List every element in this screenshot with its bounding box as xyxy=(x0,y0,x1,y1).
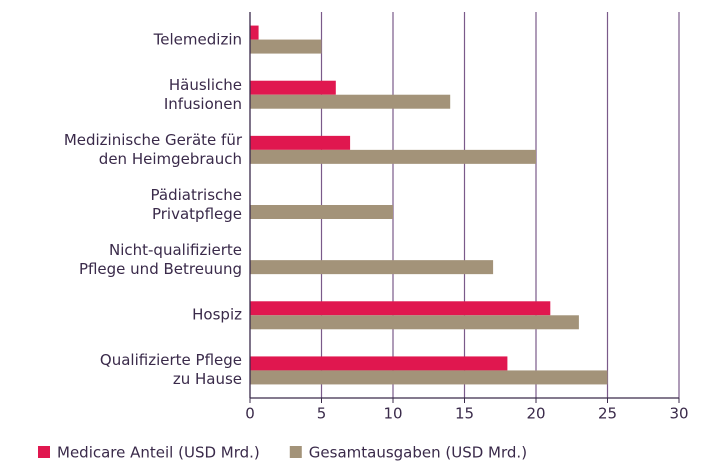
x-tick-label: 10 xyxy=(383,405,402,423)
y-tick-label: Telemedizin xyxy=(153,30,242,49)
y-tick-label: Pädiatrische Privatpflege xyxy=(150,186,242,223)
x-tick-label: 0 xyxy=(245,405,255,423)
y-tick-label: Häusliche Infusionen xyxy=(163,75,242,113)
legend-label: Gesamtausgaben (USD Mrd.) xyxy=(309,444,527,462)
bar xyxy=(250,80,336,95)
y-tick-label: Qualifizierte Pflege zu Hause xyxy=(99,351,242,389)
x-tick-label: 25 xyxy=(598,405,617,423)
bar xyxy=(250,94,451,109)
x-tick-label: 15 xyxy=(455,405,474,423)
bar xyxy=(250,356,508,371)
bar xyxy=(250,149,536,164)
y-tick-label: Hospiz xyxy=(192,305,242,324)
x-tick-label: 20 xyxy=(526,405,545,423)
bar xyxy=(250,39,322,54)
y-tick-label: Medizinische Geräte für den Heimgebrauch xyxy=(63,130,242,168)
y-tick-label: Nicht-qualifizierte Pflege und Betreuung xyxy=(78,241,242,279)
x-tick-label: 5 xyxy=(317,405,327,423)
bar xyxy=(250,135,351,150)
legend-swatch xyxy=(289,446,302,458)
bar xyxy=(250,205,393,219)
legend-label: Medicare Anteil (USD Mrd.) xyxy=(57,444,260,462)
bar xyxy=(250,315,579,330)
bar xyxy=(250,25,259,40)
legend-swatch xyxy=(38,446,50,458)
bar xyxy=(250,301,551,316)
bar xyxy=(250,370,608,385)
bar xyxy=(250,260,494,275)
x-tick-label: 30 xyxy=(669,405,688,423)
